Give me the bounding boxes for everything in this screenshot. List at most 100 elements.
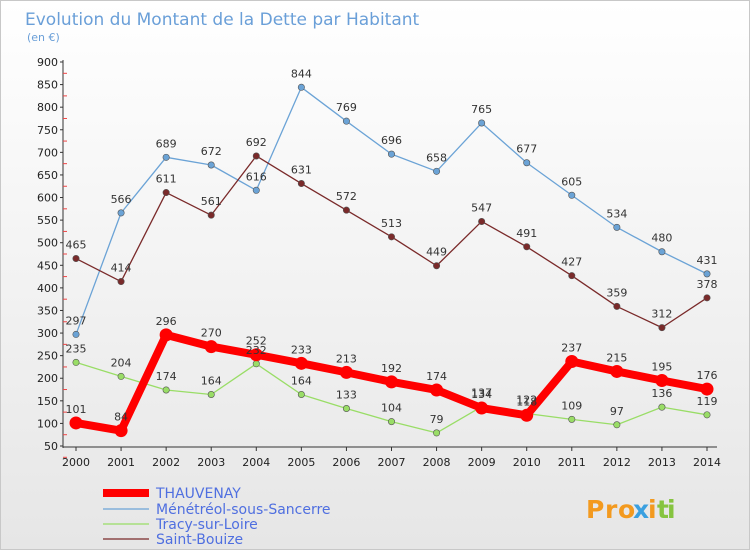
data-label: 572 [336,190,357,203]
x-tick-label: 2007 [378,456,406,469]
data-label: 174 [426,370,447,383]
x-tick-label: 2008 [423,456,451,469]
data-point [297,180,305,188]
data-point [703,411,711,419]
x-tick-label: 2003 [197,456,225,469]
x-tick-label: 2001 [107,456,135,469]
data-point [159,328,173,342]
y-tick-label: 300 [37,327,58,340]
data-point [249,348,263,362]
data-label: 312 [651,308,672,321]
data-label: 119 [697,395,718,408]
x-tick-label: 2010 [513,456,541,469]
data-point [69,416,83,430]
data-label: 672 [201,145,222,158]
data-point [433,262,441,270]
logo-letter: i [667,495,676,524]
y-tick-label: 250 [37,350,58,363]
data-label: 513 [381,217,402,230]
data-point [252,186,260,194]
data-label: 136 [651,387,672,400]
chart-subtitle: (en €) [27,31,60,44]
data-label: 677 [516,143,537,156]
logo-letter: x [633,495,649,524]
data-point [610,364,624,378]
x-tick-label: 2005 [287,456,315,469]
data-point [117,372,125,380]
y-tick-label: 350 [37,304,58,317]
data-label: 213 [336,352,357,365]
data-point [565,355,579,369]
data-point [478,119,486,127]
data-point [342,117,350,125]
data-point [613,223,621,231]
data-point [117,209,125,217]
data-label: 414 [111,262,132,275]
y-tick-label: 400 [37,282,58,295]
y-tick-label: 500 [37,237,58,250]
data-label: 359 [606,286,627,299]
data-point [478,217,486,225]
data-point [523,159,531,167]
data-label: 204 [111,356,132,369]
data-label: 547 [471,201,492,214]
data-point [339,365,353,379]
data-point [294,356,308,370]
logo-letter: t [657,495,669,524]
data-label: 164 [201,374,222,387]
data-label: 765 [471,103,492,116]
data-label: 378 [697,278,718,291]
x-tick-label: 2000 [62,456,90,469]
y-tick-label: 650 [37,169,58,182]
logo-letter: o [618,495,635,524]
y-tick-label: 600 [37,192,58,205]
data-label: 561 [201,195,222,208]
data-label: 79 [430,413,444,426]
x-tick-label: 2006 [332,456,360,469]
data-point [252,360,260,368]
data-label: 134 [471,388,492,401]
data-label: 631 [291,164,312,177]
y-tick-label: 150 [37,395,58,408]
data-label: 689 [156,137,177,150]
data-point [658,248,666,256]
data-point [387,418,395,426]
data-point [703,294,711,302]
data-point [613,302,621,310]
data-label: 696 [381,134,402,147]
chart-title: Evolution du Montant de la Dette par Hab… [25,10,420,30]
data-label: 431 [697,254,718,267]
data-point [114,424,128,438]
legend-label: Tracy-sur-Loire [155,517,258,533]
data-point [207,161,215,169]
legend-label: THAUVENAY [155,486,241,502]
data-point [655,373,669,387]
data-point [430,383,444,397]
data-label: 611 [156,173,177,186]
data-point [387,150,395,158]
logo-letter: P [586,495,604,524]
y-tick-label: 450 [37,259,58,272]
data-label: 215 [606,351,627,364]
data-point [568,191,576,199]
x-tick-label: 2012 [603,456,631,469]
legend: THAUVENAYMénétréol-sous-SancerreTracy-su… [103,486,331,548]
y-tick-label: 800 [37,101,58,114]
data-label: 296 [156,315,177,328]
data-point [658,403,666,411]
data-label: 233 [291,343,312,356]
data-point [475,401,489,415]
data-label: 534 [606,207,627,220]
data-point [162,189,170,197]
data-label: 164 [291,374,312,387]
data-point [568,272,576,280]
data-label: 270 [201,327,222,340]
x-tick-label: 2009 [468,456,496,469]
data-labels: 297 566 689 672 616 844 769 696 658 765 677 605 534 4… [66,67,718,426]
axes: 50 100 150 200 250 300 350 400 450 500 550 600 650 70… [37,56,721,469]
legend-label: Ménétréol-sous-Sancerre [156,502,331,518]
data-point [703,270,711,278]
